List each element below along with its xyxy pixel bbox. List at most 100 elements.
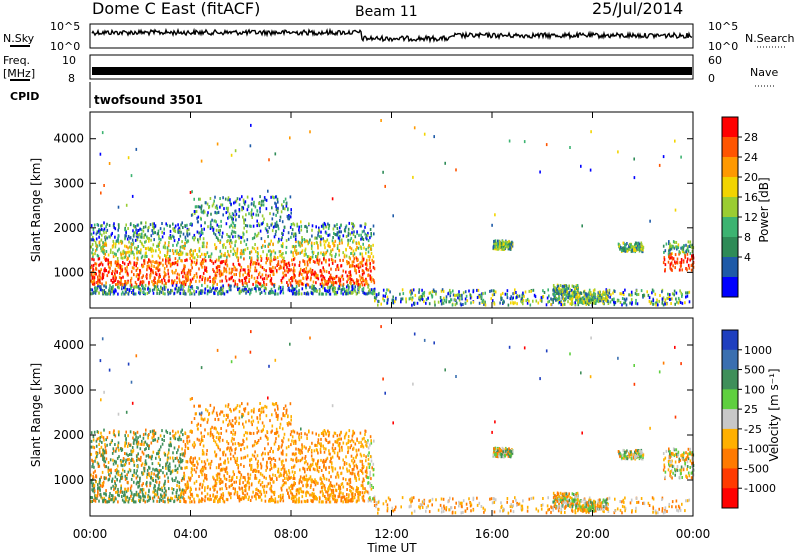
power-echo-cell <box>158 273 161 277</box>
power-echo-cell <box>382 294 385 298</box>
power-echo-cell <box>246 238 249 242</box>
power-echo-cell <box>151 222 154 226</box>
velocity-echo-cell <box>345 442 348 446</box>
power-echo-cell <box>183 271 186 275</box>
power-echo-cell <box>234 253 237 257</box>
power-echo-cell <box>258 287 260 291</box>
power-echo-cell <box>564 289 566 293</box>
power-echo-cell <box>672 245 674 249</box>
power-echo-cell <box>303 260 306 264</box>
power-echo-cell <box>506 289 509 293</box>
velocity-echo-cell <box>206 409 209 413</box>
power-echo-cell <box>320 237 323 241</box>
power-echo-cell <box>216 223 219 227</box>
power-echo-cell <box>124 283 127 287</box>
velocity-echo-cell <box>178 464 181 468</box>
power-echo-cell <box>208 290 211 294</box>
power-echo-cell <box>367 285 370 289</box>
power-echo-cell <box>117 228 119 232</box>
power-echo-cell <box>251 287 253 291</box>
power-echo-cell <box>320 230 322 234</box>
power-echo-cell <box>496 244 499 248</box>
velocity-echo-cell <box>245 495 247 499</box>
power-echo-cell <box>688 290 691 294</box>
power-echo-cell <box>193 238 195 242</box>
power-echo-cell <box>291 279 293 283</box>
velocity-echo-cell <box>313 449 316 453</box>
power-echo-cell <box>163 279 166 283</box>
power-echo-cell <box>185 280 187 284</box>
power-echo-cell <box>191 285 193 288</box>
power-echo-cell <box>577 301 579 305</box>
power-echo-cell <box>247 290 250 294</box>
velocity-echo-cell <box>285 411 288 415</box>
power-echo-cell <box>237 234 240 238</box>
power-echo-cell <box>502 248 504 251</box>
power-echo-cell <box>144 287 146 291</box>
velocity-echo-cell <box>304 500 307 504</box>
power-echo-cell <box>314 289 316 293</box>
power-echo-cell <box>278 267 280 271</box>
velocity-echo-cell <box>311 478 314 482</box>
velocity-echo-cell <box>364 487 366 491</box>
velocity-echo-cell <box>164 495 166 499</box>
power-echo-cell <box>219 289 221 293</box>
power-echo-cell <box>323 257 325 261</box>
power-echo-cell <box>114 269 117 273</box>
power-echo-cell <box>214 243 216 247</box>
velocity-echo-cell <box>315 495 317 499</box>
power-echo-cell <box>377 300 380 303</box>
power-echo-cell <box>612 291 614 295</box>
power-echo-cell <box>270 256 272 260</box>
power-echo-cell <box>191 286 194 290</box>
velocity-echo-cell <box>141 471 143 475</box>
power-echo-cell <box>150 268 152 271</box>
power-echo-cell <box>270 287 273 291</box>
power-echo-cell <box>247 204 250 208</box>
power-echo-cell <box>419 295 422 299</box>
power-echo-cell <box>423 294 425 298</box>
velocity-echo-cell <box>256 454 259 458</box>
power-colorbar-tick-label: 16 <box>744 191 758 204</box>
velocity-echo-cell <box>158 483 160 487</box>
power-echo-cell <box>314 260 316 264</box>
power-echo-cell <box>316 241 318 245</box>
power-echo-cell <box>235 273 237 276</box>
velocity-echo-cell <box>126 444 129 448</box>
velocity-echo-cell <box>239 471 241 474</box>
power-echo-cell <box>112 288 114 292</box>
power-echo-cell <box>526 297 529 301</box>
velocity-echo-cell <box>156 452 158 456</box>
velocity-echo-cell <box>93 446 96 450</box>
power-echo-cell <box>101 224 103 227</box>
power-echo-cell <box>133 285 135 289</box>
power-echo-cell <box>365 236 367 240</box>
velocity-echo-cell <box>133 470 135 474</box>
power-echo-cell <box>281 255 283 259</box>
power-echo-cell <box>394 297 397 301</box>
power-echo-cell <box>126 287 129 291</box>
power-echo-cell <box>164 261 167 265</box>
velocity-echo-cell <box>174 468 176 472</box>
power-echo-cell <box>228 267 231 271</box>
power-echo-cell <box>231 220 234 224</box>
power-echo-cell <box>92 255 94 259</box>
power-echo-cell <box>469 296 472 300</box>
power-echo-cell <box>212 261 215 265</box>
power-echo-cell <box>576 284 579 287</box>
power-echo-cell <box>288 278 290 282</box>
velocity-echo-cell <box>361 471 364 475</box>
power-echo-cell <box>279 219 281 222</box>
power-echo-cell <box>552 284 555 287</box>
velocity-echo-cell <box>171 487 173 491</box>
power-echo-cell <box>102 290 104 294</box>
velocity-echo-cell <box>136 430 139 434</box>
power-echo-cell <box>201 258 204 262</box>
power-echo-cell <box>366 282 369 286</box>
velocity-echo-cell <box>269 450 271 453</box>
power-echo-cell <box>237 256 240 260</box>
power-echo-cell <box>270 277 273 281</box>
power-echo-cell <box>227 250 229 253</box>
velocity-echo-cell <box>177 437 179 441</box>
power-echo-cell <box>633 248 635 252</box>
